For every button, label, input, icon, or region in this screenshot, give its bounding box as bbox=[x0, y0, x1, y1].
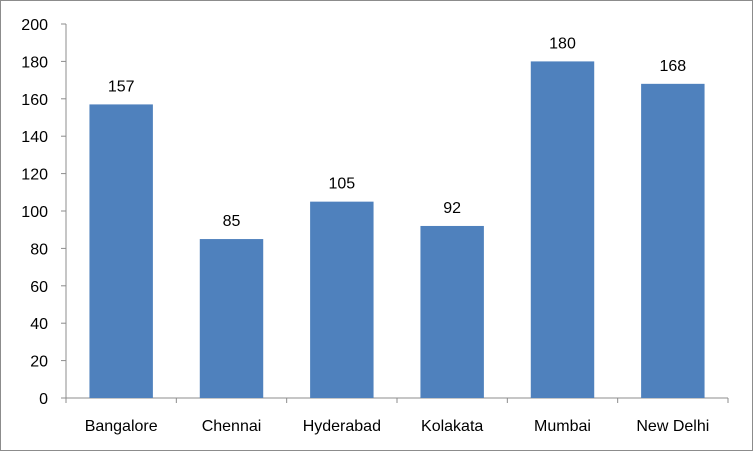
bars bbox=[89, 61, 705, 399]
x-tick-label: Hyderabad bbox=[303, 418, 381, 435]
x-tick-label: Kolakata bbox=[421, 418, 483, 435]
bar-kolakata bbox=[420, 225, 484, 398]
y-tick-label: 200 bbox=[21, 17, 48, 34]
y-tick-label: 160 bbox=[21, 92, 48, 109]
y-tick-label: 120 bbox=[21, 167, 48, 184]
y-tick-label: 0 bbox=[39, 391, 48, 408]
x-tick-label: New Delhi bbox=[636, 418, 709, 435]
y-tick-label: 180 bbox=[21, 54, 48, 71]
y-axis-ticks: 0 20 40 60 80 100 120 140 160 180 200 bbox=[21, 17, 66, 408]
y-tick-label: 60 bbox=[30, 279, 48, 296]
y-tick-label: 40 bbox=[30, 316, 48, 333]
y-tick-label: 80 bbox=[30, 241, 48, 258]
y-tick-label: 100 bbox=[21, 204, 48, 221]
y-tick-label: 140 bbox=[21, 129, 48, 146]
data-label: 92 bbox=[443, 200, 461, 217]
x-tick-label: Bangalore bbox=[85, 418, 158, 435]
bar-mumbai bbox=[530, 61, 595, 399]
axes bbox=[65, 24, 729, 403]
bar-bangalore bbox=[89, 104, 153, 398]
data-labels: 157 85 105 92 180 168 bbox=[108, 35, 686, 230]
data-label: 157 bbox=[108, 78, 135, 95]
category-labels: Bangalore Chennai Hyderabad Kolakata Mumbai N… bbox=[85, 418, 710, 435]
x-tick-label: Mumbai bbox=[534, 418, 591, 435]
data-label: 105 bbox=[328, 176, 355, 193]
data-label: 85 bbox=[223, 213, 241, 230]
x-tick-label: Chennai bbox=[202, 418, 262, 435]
y-tick-label: 20 bbox=[30, 354, 48, 371]
bar-chennai bbox=[199, 239, 264, 398]
data-label: 180 bbox=[549, 35, 576, 52]
bar-new-delhi bbox=[641, 83, 705, 398]
data-label: 168 bbox=[659, 58, 686, 75]
bar-hyderabad bbox=[310, 201, 374, 398]
